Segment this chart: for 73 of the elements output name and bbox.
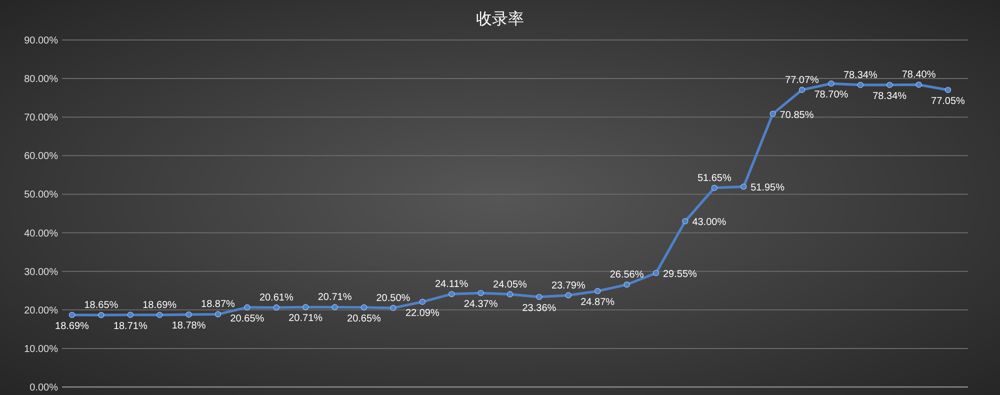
point <box>740 184 747 190</box>
data-label: 18.71% <box>113 320 148 332</box>
data-label: 18.78% <box>172 320 206 332</box>
data-label: 24.87% <box>580 297 615 308</box>
y-tick-label: 80.00% <box>24 74 58 86</box>
chart-title: 收录率 <box>476 9 524 28</box>
data-label: 18.87% <box>201 299 236 310</box>
data-label: 18.65% <box>84 300 118 312</box>
point <box>156 312 163 318</box>
point <box>273 304 280 311</box>
point <box>186 311 192 318</box>
y-tick-label: 40.00% <box>24 228 58 240</box>
point <box>944 86 952 94</box>
y-tick-label: 0.00% <box>30 382 58 394</box>
data-label: 78.34% <box>872 90 907 102</box>
y-tick-label: 60.00% <box>24 151 58 162</box>
point <box>390 304 396 312</box>
data-label: 23.36% <box>522 302 556 314</box>
y-tick-label: 20.00% <box>24 305 58 316</box>
data-label: 20.71% <box>318 292 352 304</box>
data-label: 20.65% <box>347 313 382 324</box>
y-tick-label: 70.00% <box>24 112 58 124</box>
point <box>652 270 660 276</box>
point <box>302 304 309 310</box>
data-label: 43.00% <box>692 217 726 228</box>
point <box>536 294 542 300</box>
point <box>770 110 776 117</box>
point <box>565 292 572 298</box>
point <box>360 304 368 310</box>
data-label: 77.05% <box>931 96 966 107</box>
data-label: 51.95% <box>750 182 785 194</box>
point <box>332 304 338 310</box>
data-label: 20.61% <box>259 292 294 304</box>
data-label: 24.05% <box>493 279 528 290</box>
point <box>98 312 104 318</box>
data-label: 23.79% <box>551 280 586 292</box>
data-label: 26.56% <box>610 270 644 281</box>
data-label: 77.07% <box>785 74 820 86</box>
point <box>682 218 688 224</box>
y-tick-label: 50.00% <box>24 190 58 201</box>
point <box>916 82 922 88</box>
point <box>828 80 834 87</box>
y-tick-label: 30.00% <box>24 266 58 278</box>
data-label: 20.71% <box>288 313 323 324</box>
point <box>798 86 806 93</box>
point <box>214 311 222 318</box>
data-label: 20.65% <box>230 313 264 324</box>
data-label: 20.50% <box>376 292 410 304</box>
data-label: 70.85% <box>780 110 814 121</box>
point <box>886 82 893 88</box>
point <box>419 298 426 305</box>
point <box>624 281 630 288</box>
data-label: 51.65% <box>697 172 732 184</box>
data-label: 24.37% <box>464 299 498 310</box>
point <box>448 290 455 298</box>
point <box>244 304 250 310</box>
point <box>506 291 514 298</box>
point <box>478 290 484 296</box>
y-tick-label: 10.00% <box>24 344 58 355</box>
data-label: 18.69% <box>142 300 177 311</box>
y-tick-label: 90.00% <box>24 36 58 46</box>
data-label: 78.34% <box>843 70 878 81</box>
point <box>127 312 134 318</box>
data-label: 29.55% <box>663 269 698 280</box>
point <box>594 288 601 294</box>
data-label: 78.70% <box>814 90 848 101</box>
point <box>857 82 864 88</box>
point <box>711 184 718 191</box>
point <box>68 312 76 318</box>
data-label: 24.11% <box>435 279 468 290</box>
data-label: 18.69% <box>55 320 90 332</box>
data-label: 78.40% <box>902 70 936 81</box>
data-label: 22.09% <box>405 308 440 319</box>
